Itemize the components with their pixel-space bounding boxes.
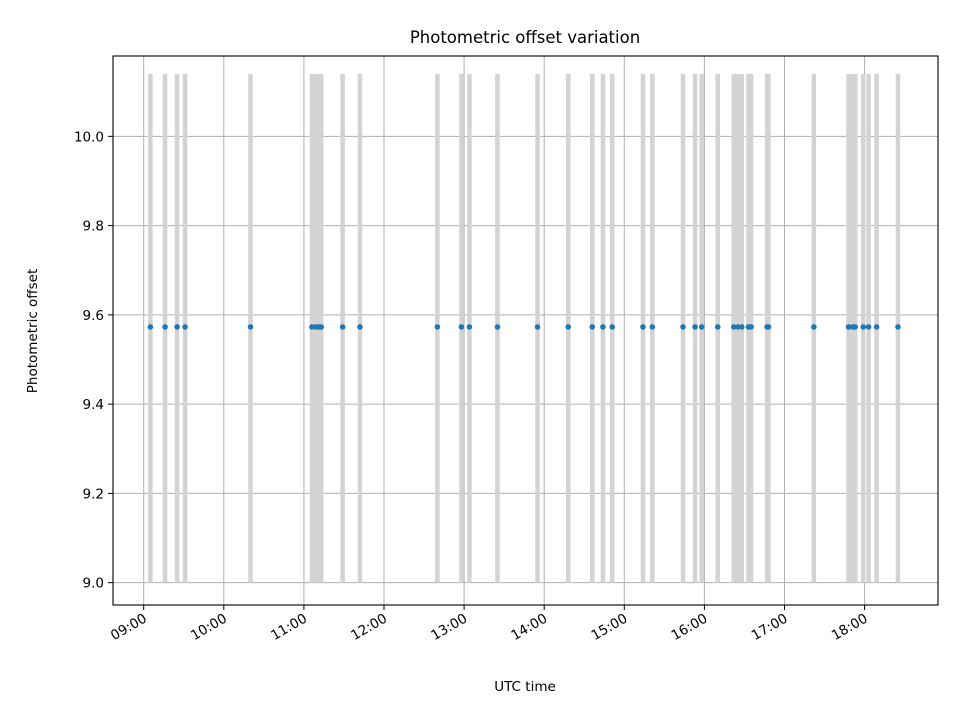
data-point [458, 324, 465, 330]
x-axis-label: UTC time [494, 679, 556, 695]
data-point [811, 324, 817, 330]
data-point [589, 324, 596, 330]
data-point [494, 324, 501, 330]
x-tick-label: 09:00 [108, 611, 150, 644]
data-point [860, 324, 867, 330]
x-tick-label: 17:00 [749, 611, 791, 644]
data-point [845, 324, 852, 330]
data-point [309, 324, 315, 330]
plot-frame [112, 55, 939, 606]
data-point [534, 324, 541, 330]
data-point [182, 324, 188, 330]
y-tick-label: 9.8 [83, 219, 104, 235]
data-point [565, 324, 572, 330]
data-point [640, 324, 646, 330]
data-point [434, 324, 441, 330]
y-tick-label: 9.6 [83, 308, 104, 324]
data-point [147, 324, 154, 330]
data-point [895, 324, 901, 330]
data-point [738, 324, 745, 330]
x-tick-label: 10:00 [188, 611, 230, 644]
x-tick-label: 11:00 [268, 611, 310, 644]
x-tick-label: 15:00 [589, 611, 631, 644]
y-tick-label: 10.0 [74, 129, 104, 145]
data-point [162, 324, 168, 330]
data-point [873, 324, 880, 330]
data-point [730, 324, 737, 330]
y-tick-label: 9.4 [83, 397, 104, 413]
y-axis: 9.0 9.2 9.4 9.6 9.8 10.0 [74, 129, 113, 592]
data-point [649, 324, 656, 330]
data-point [600, 324, 606, 330]
data-point [865, 324, 872, 330]
data-point [609, 324, 616, 330]
chart-title: Photometric offset variation [410, 28, 640, 47]
y-tick-label: 9.0 [83, 576, 104, 592]
data-point [734, 324, 741, 330]
y-tick-label: 9.2 [83, 486, 104, 502]
data-point [174, 324, 180, 330]
data-point [698, 324, 705, 330]
x-tick-label: 18:00 [829, 611, 871, 644]
data-point [466, 324, 473, 330]
x-axis: 09:00 10:00 11:00 12:00 13:00 14:00 15:00 16:00… [108, 605, 871, 644]
data-point [318, 324, 325, 330]
data-point [339, 324, 346, 330]
data-point [247, 324, 254, 330]
x-tick-label: 13:00 [428, 611, 470, 644]
data-point [357, 324, 363, 330]
x-tick-label: 12:00 [348, 611, 390, 644]
data-point [852, 324, 859, 330]
x-tick-label: 14:00 [508, 611, 550, 644]
data-point [714, 324, 721, 330]
data-points [147, 324, 901, 330]
y-axis-label: Photometric offset [25, 269, 41, 393]
data-point [680, 324, 686, 330]
data-point [748, 324, 754, 330]
data-point [692, 324, 698, 330]
data-point [765, 324, 772, 330]
x-tick-label: 16:00 [669, 611, 711, 644]
